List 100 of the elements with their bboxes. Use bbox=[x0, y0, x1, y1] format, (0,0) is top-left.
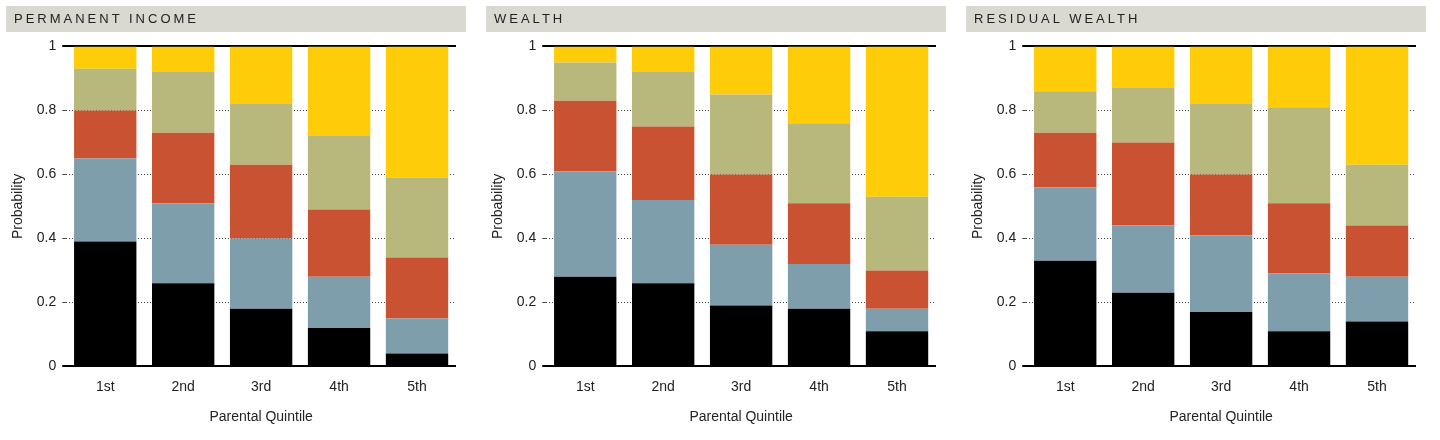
x-tick-label: 2nd bbox=[651, 377, 675, 394]
x-tick-label: 2nd bbox=[171, 377, 195, 394]
y-tick-label: 0.2 bbox=[36, 293, 57, 310]
bar bbox=[1267, 203, 1331, 274]
bar bbox=[787, 123, 851, 204]
bar bbox=[229, 164, 293, 239]
bar bbox=[787, 264, 851, 309]
chart-title: WEALTH bbox=[486, 6, 946, 32]
bar bbox=[865, 196, 929, 271]
bar bbox=[1034, 91, 1097, 133]
bar bbox=[152, 132, 215, 204]
bar bbox=[1112, 46, 1175, 88]
bar bbox=[74, 110, 137, 159]
bar bbox=[1267, 107, 1331, 204]
bar bbox=[1189, 174, 1253, 236]
bar bbox=[307, 209, 371, 277]
x-axis-title: Parental Quintile bbox=[689, 408, 794, 425]
y-tick-label: 0.4 bbox=[516, 229, 537, 246]
bar bbox=[1189, 46, 1253, 104]
bar bbox=[74, 158, 137, 242]
bar bbox=[554, 100, 617, 172]
bar bbox=[74, 46, 137, 69]
bar bbox=[1345, 164, 1409, 226]
y-tick-label: 0.8 bbox=[36, 101, 57, 118]
x-axis-title: Parental Quintile bbox=[209, 408, 314, 425]
x-tick-label: 4th bbox=[1289, 377, 1309, 394]
bar bbox=[787, 203, 851, 264]
bar bbox=[1267, 273, 1331, 332]
x-axis-title: Parental Quintile bbox=[1169, 408, 1274, 425]
bar bbox=[554, 62, 617, 101]
bar bbox=[865, 308, 929, 332]
bar bbox=[554, 171, 617, 277]
x-tick-label: 1st bbox=[575, 377, 595, 394]
bar bbox=[554, 46, 617, 63]
bar bbox=[865, 46, 929, 197]
y-tick-label: 0.2 bbox=[996, 293, 1017, 310]
bar bbox=[1034, 132, 1097, 188]
bar bbox=[152, 46, 215, 72]
bar bbox=[709, 174, 773, 245]
y-tick-label: 0.4 bbox=[996, 229, 1017, 246]
chart-title: RESIDUAL WEALTH bbox=[966, 6, 1426, 32]
x-tick-label: 1st bbox=[1055, 377, 1075, 394]
bar bbox=[229, 104, 293, 165]
bar bbox=[1112, 88, 1175, 143]
bar bbox=[632, 200, 695, 284]
bar bbox=[307, 136, 371, 210]
bar bbox=[1345, 46, 1409, 165]
bar bbox=[229, 238, 293, 309]
bar bbox=[632, 72, 695, 127]
bar bbox=[1112, 142, 1175, 226]
x-tick-label: 2nd bbox=[1131, 377, 1155, 394]
y-tick-label: 0.6 bbox=[36, 165, 57, 182]
bar bbox=[307, 276, 371, 328]
bar bbox=[1345, 276, 1409, 322]
y-tick-label: 1 bbox=[1008, 37, 1017, 54]
x-tick-label: 3rd bbox=[251, 377, 272, 394]
bar bbox=[385, 257, 449, 319]
x-tick-label: 1st bbox=[95, 377, 115, 394]
y-tick-label: 0 bbox=[48, 357, 57, 374]
y-tick-label: 0.8 bbox=[996, 101, 1017, 118]
x-tick-label: 5th bbox=[1367, 377, 1387, 394]
bar bbox=[385, 177, 449, 258]
bar bbox=[865, 270, 929, 309]
bar bbox=[632, 46, 695, 72]
bar bbox=[1267, 46, 1331, 108]
x-tick-label: 4th bbox=[809, 377, 829, 394]
bar bbox=[229, 46, 293, 104]
y-axis-title: Probability bbox=[969, 173, 986, 240]
bar bbox=[1112, 225, 1175, 293]
bar bbox=[1034, 187, 1097, 261]
x-tick-label: 3rd bbox=[731, 377, 752, 394]
bar bbox=[307, 46, 371, 136]
bar bbox=[1189, 104, 1253, 175]
bar bbox=[74, 68, 137, 111]
bar bbox=[709, 46, 773, 95]
y-tick-label: 0 bbox=[528, 357, 537, 374]
bar bbox=[1189, 235, 1253, 312]
bar bbox=[385, 318, 449, 354]
bar bbox=[385, 46, 449, 178]
bar bbox=[787, 46, 851, 124]
x-tick-label: 4th bbox=[329, 377, 349, 394]
y-axis-title: Probability bbox=[489, 173, 506, 240]
y-axis-title: Probability bbox=[9, 173, 26, 240]
bar bbox=[152, 72, 215, 133]
y-tick-label: 0 bbox=[1008, 357, 1017, 374]
bar bbox=[632, 126, 695, 200]
bar bbox=[709, 94, 773, 175]
x-tick-label: 3rd bbox=[1211, 377, 1232, 394]
bar bbox=[152, 203, 215, 284]
y-tick-label: 1 bbox=[528, 37, 537, 54]
chart-title: PERMANENT INCOME bbox=[6, 6, 466, 32]
y-tick-label: 0.6 bbox=[996, 165, 1017, 182]
x-tick-label: 5th bbox=[887, 377, 907, 394]
bar bbox=[1345, 225, 1409, 277]
bar bbox=[709, 244, 773, 306]
y-tick-label: 0.6 bbox=[516, 165, 537, 182]
y-tick-label: 0.8 bbox=[516, 101, 537, 118]
x-tick-label: 5th bbox=[407, 377, 427, 394]
y-tick-label: 1 bbox=[48, 37, 57, 54]
y-tick-label: 0.2 bbox=[516, 293, 537, 310]
